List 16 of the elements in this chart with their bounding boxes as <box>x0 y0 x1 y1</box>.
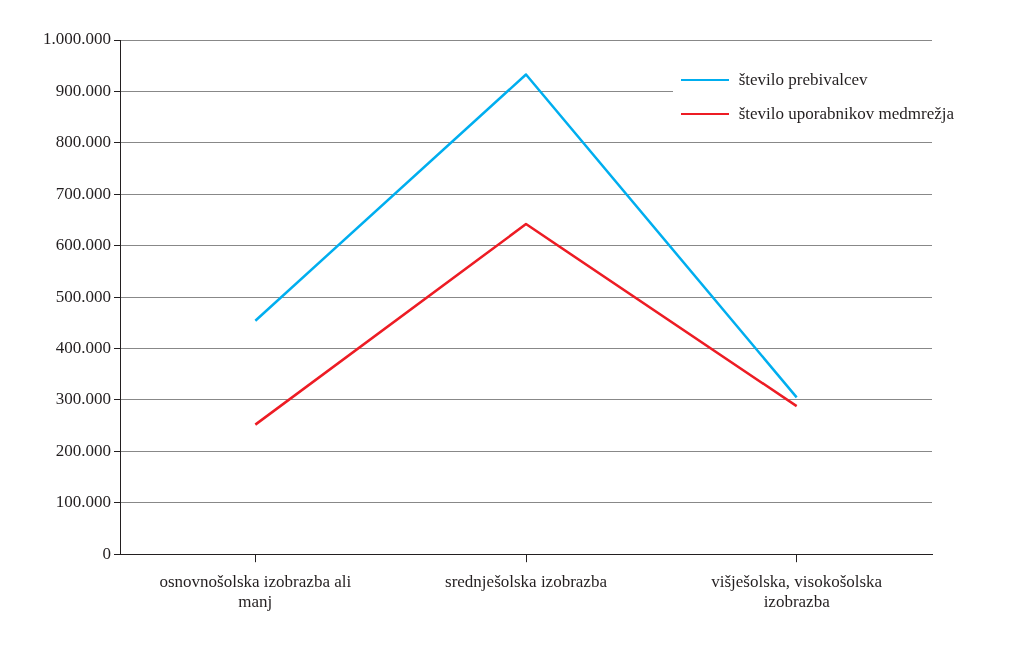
y-tick-label: 400.000 <box>55 337 111 357</box>
y-tick-label: 600.000 <box>55 235 111 255</box>
y-tick-label: 500.000 <box>55 286 111 306</box>
legend-label: število uporabnikov medmrežja <box>738 104 954 124</box>
y-tick-label: 0 <box>102 543 111 563</box>
x-tick-label: srednješolska izobrazba <box>445 571 608 591</box>
legend-label: število prebivalcev <box>738 70 868 90</box>
y-tick-label: 800.000 <box>55 132 111 152</box>
y-tick-label: 700.000 <box>55 183 111 203</box>
x-tick-label: osnovnošolska izobrazba ali manj <box>159 571 352 612</box>
y-tick-label: 100.000 <box>55 492 111 512</box>
y-tick-label: 200.000 <box>55 440 111 460</box>
x-tick-label: višješolska, visokošolska izobrazba <box>711 571 883 612</box>
y-tick-label: 1.000.000 <box>43 29 111 49</box>
y-tick-label: 900.000 <box>55 80 111 100</box>
y-tick-label: 300.000 <box>55 389 111 409</box>
